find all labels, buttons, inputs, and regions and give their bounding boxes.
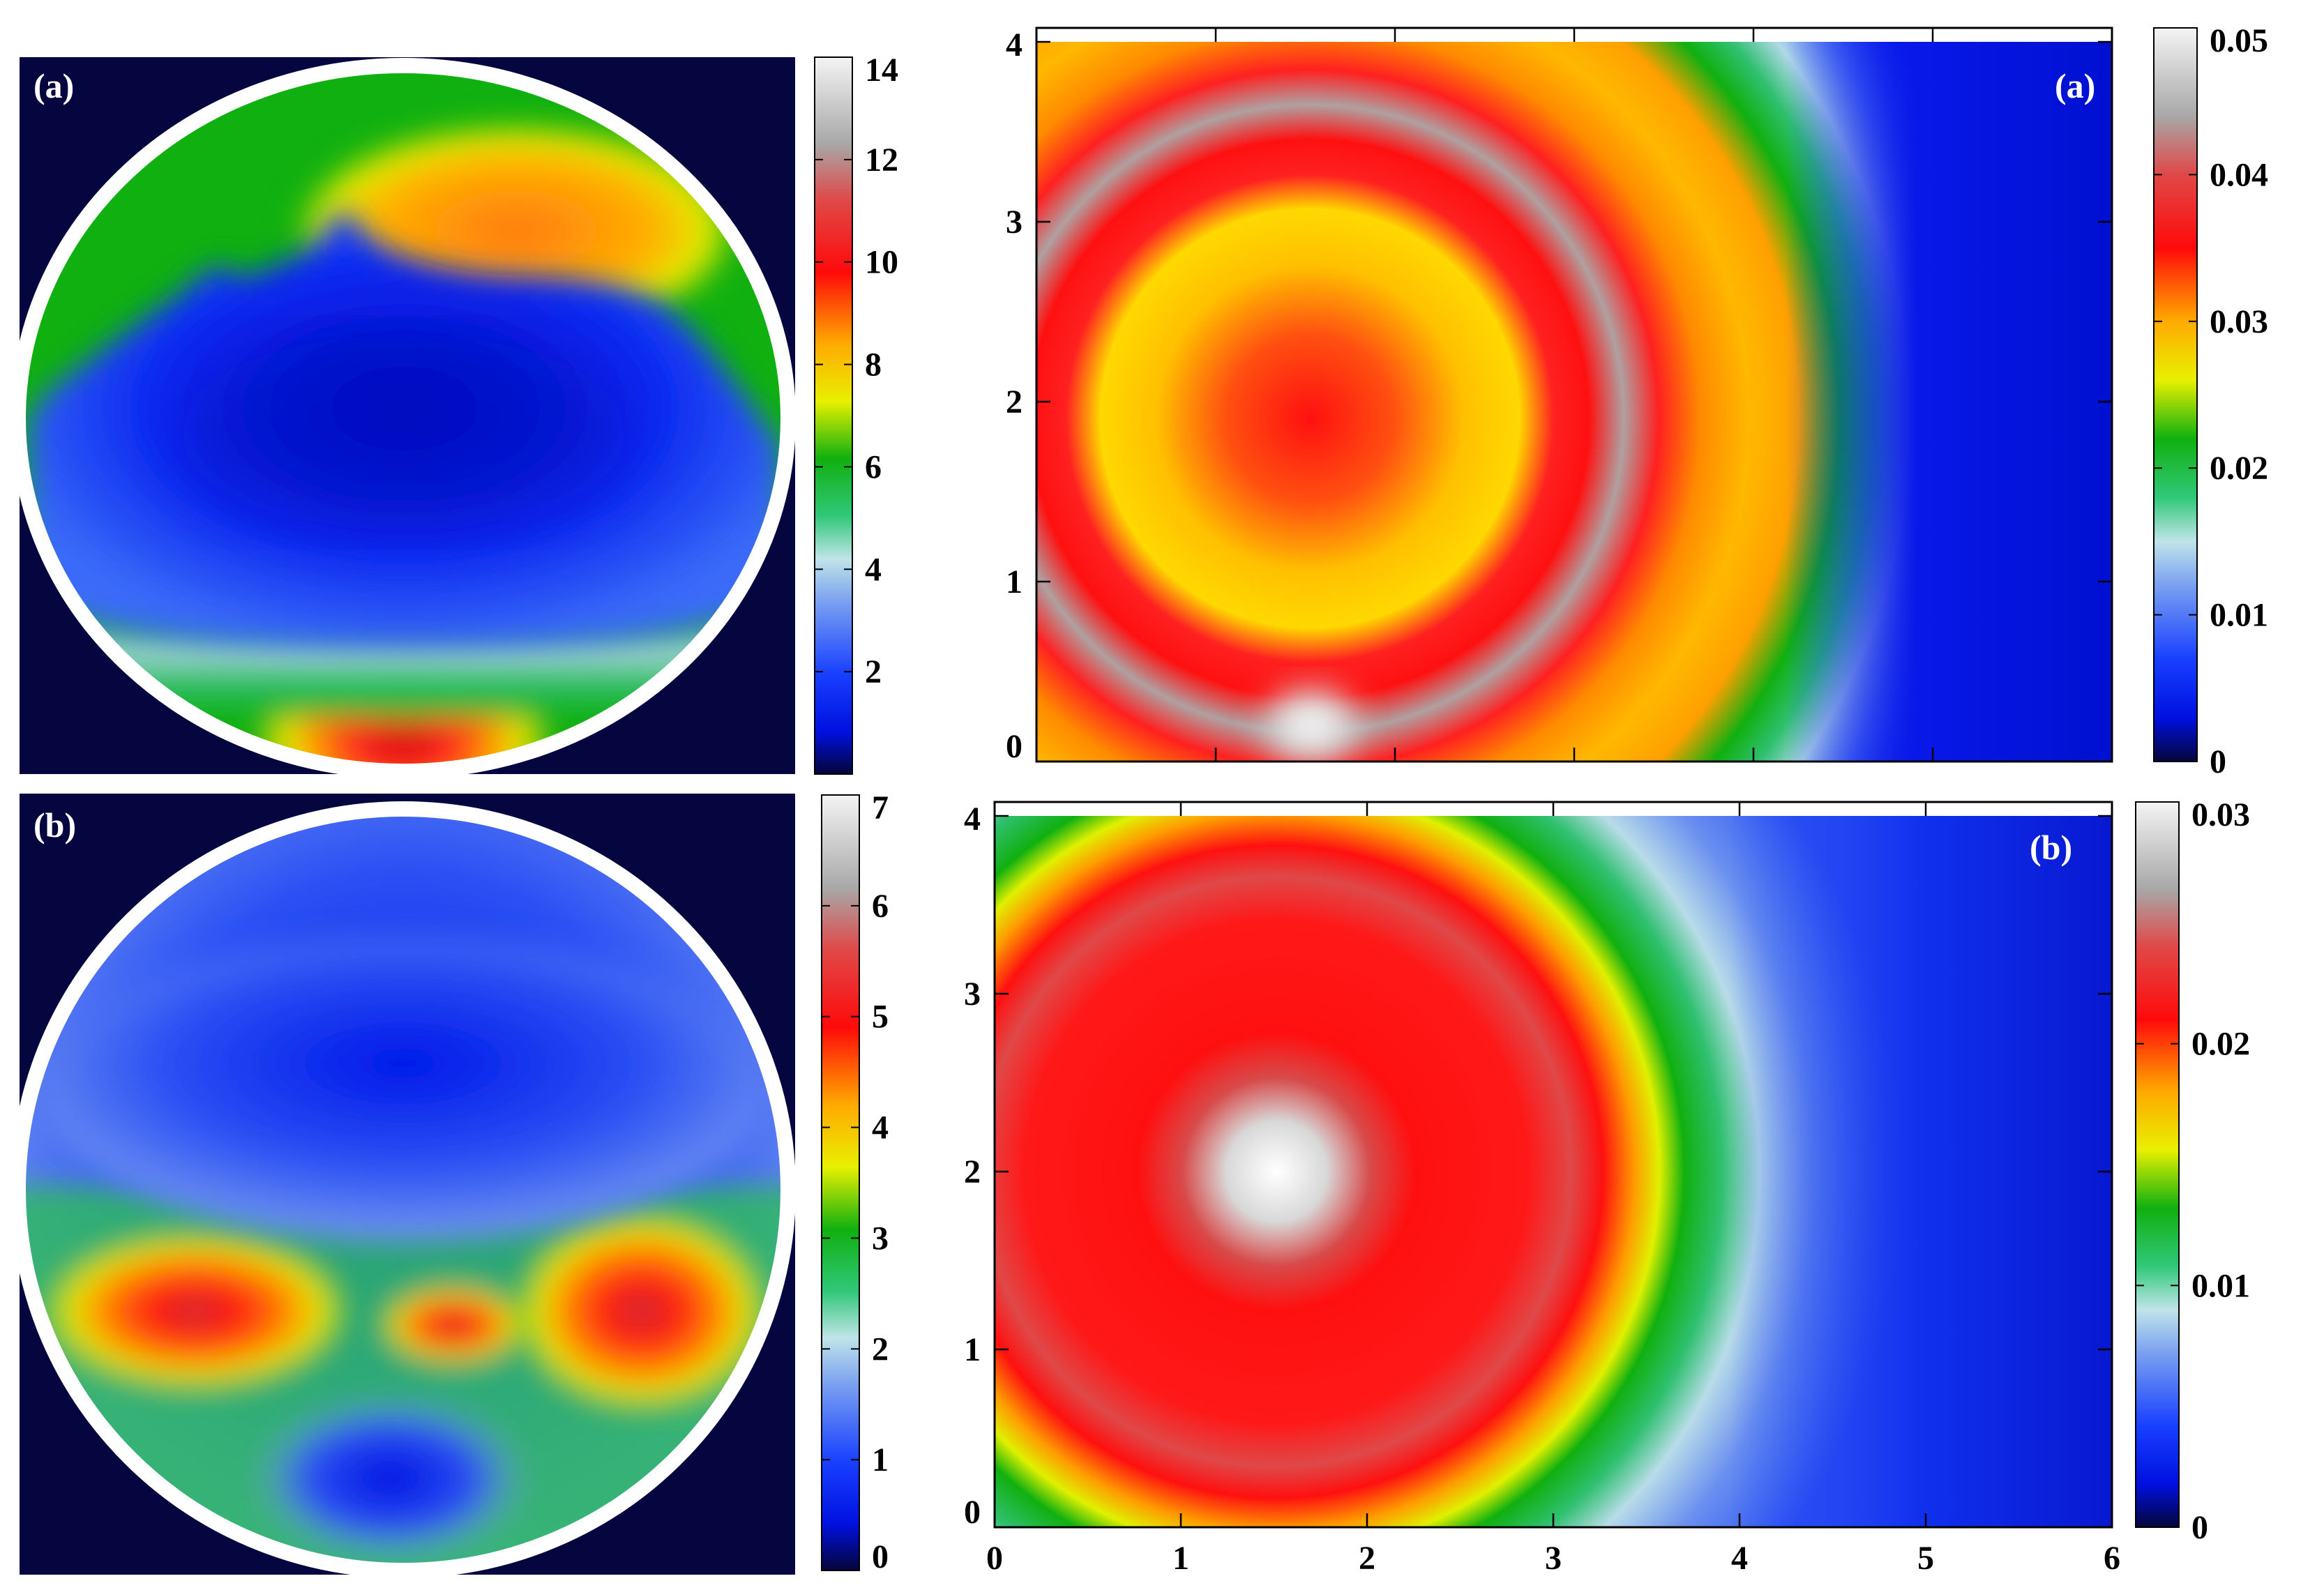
right-bottom-colorbar-gradient [2135,801,2180,1528]
right-top-colorbar [2153,27,2198,762]
right-top-colorbar-tick-label: 0.03 [2210,303,2268,340]
right-bottom-xtick-label: 0 [986,1540,1003,1577]
left-top-colorbar-tick-label: 12 [865,142,898,179]
right-top-ytick-label: 3 [1006,204,1023,241]
right-top-ytick-label: 2 [1006,384,1023,421]
right-top-colorbar-tick-label: 0 [2210,743,2226,780]
right-bottom-ytick-label: 0 [964,1494,981,1531]
right-bottom-colorbar-tick-label: 0.03 [2191,796,2250,833]
right-top-ytick-label: 0 [1006,728,1023,765]
left-bottom-colorbar-gradient [821,794,860,1571]
left-bottom-colorbar-tick-label: 7 [872,789,889,826]
right-bottom-xtick-label: 4 [1731,1540,1748,1577]
right-bottom-heatmap: (b) [993,801,2113,1529]
left-bottom-panel-label: (b) [33,805,76,845]
left-top-colorbar-tick-label: 2 [865,653,882,690]
right-top-panel-label: (a) [2055,66,2095,105]
left-bottom-colorbar-tick-label: 6 [872,888,889,925]
right-bottom-xtick-label: 3 [1545,1540,1562,1577]
right-top-colorbar-gradient [2153,27,2198,762]
left-top-colorbar-tick-label: 14 [865,52,898,89]
left-bottom-colorbar [821,794,860,1571]
right-bottom-xtick-label: 6 [2104,1540,2120,1577]
right-bottom-colorbar-tick-label: 0.01 [2191,1267,2250,1304]
right-bottom-xtick-label: 5 [1917,1540,1934,1577]
right-top-colorbar-tick-label: 0.01 [2210,597,2268,634]
right-top-ytick-label: 4 [1006,26,1023,63]
left-top-colorbar-tick-label: 8 [865,347,882,384]
right-top-colorbar-tick-label: 0.02 [2210,450,2268,487]
left-top-panel-label: (a) [33,66,74,105]
right-bottom-colorbar-tick-label: 0 [2191,1509,2208,1546]
left-top-circle-rim [10,58,796,779]
left-bottom-colorbar-tick-label: 0 [872,1538,889,1575]
left-bottom-colorbar-tick-label: 4 [872,1110,889,1146]
right-top-ytick-label: 1 [1006,563,1023,600]
left-top-colorbar-tick-label: 10 [865,244,898,281]
left-bottom-colorbar-tick-label: 3 [872,1220,889,1257]
left-top-colorbar-gradient [814,56,853,775]
right-bottom-colorbar-tick-label: 0.02 [2191,1026,2250,1063]
right-top-colorbar-tick-label: 0.05 [2210,22,2268,59]
left-bottom-colorbar-tick-label: 1 [872,1441,889,1478]
right-bottom-panel-label: (b) [2030,828,2072,867]
right-bottom-ytick-label: 2 [964,1153,981,1190]
left-bottom-circle-rim [10,801,796,1578]
right-bottom-ytick-label: 1 [964,1331,981,1368]
right-top-colorbar-tick-label: 0.04 [2210,156,2268,193]
right-bottom-xtick-label: 2 [1359,1540,1375,1577]
right-bottom-ytick-label: 4 [964,801,981,838]
right-bottom-ytick-label: 3 [964,976,981,1013]
left-top-heatmap: (a) [10,57,796,779]
tick-layer: 24681012140123456700.010.020.030.040.050… [815,22,2268,1577]
left-bottom-heatmap: (b) [10,794,796,1578]
left-bottom-colorbar-tick-label: 5 [872,999,889,1036]
left-top-colorbar-tick-label: 4 [865,551,882,588]
left-bottom-colorbar-tick-label: 2 [872,1331,889,1368]
right-bottom-colorbar [2135,801,2180,1528]
left-top-colorbar [814,56,853,775]
right-top-heatmap: (a) [1035,26,2113,763]
left-top-colorbar-tick-label: 6 [865,448,882,485]
right-bottom-xtick-label: 1 [1172,1540,1189,1577]
